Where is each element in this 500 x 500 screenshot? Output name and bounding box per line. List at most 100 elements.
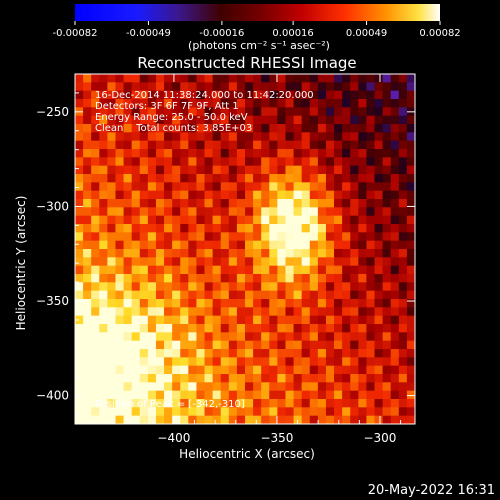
heatmap-cell (406, 340, 415, 350)
heatmap-cell (236, 107, 246, 117)
heatmap-cell (269, 240, 278, 250)
heatmap-cell (236, 290, 246, 300)
heatmap-cell (245, 215, 254, 225)
heatmap-cell (204, 115, 214, 125)
heatmap-cell (75, 132, 84, 142)
heatmap-cell (245, 282, 254, 292)
heatmap-cell (131, 99, 141, 108)
heatmap-cell (107, 74, 117, 83)
heatmap-cell (285, 407, 295, 417)
heatmap-cell (269, 315, 278, 325)
heatmap-cell (277, 190, 287, 200)
heatmap-cell (293, 274, 303, 283)
heatmap-cell (204, 299, 214, 308)
heatmap-cell (99, 274, 108, 283)
heatmap-cell (285, 182, 295, 192)
heatmap-cell (325, 324, 335, 333)
heatmap-cell (131, 132, 141, 142)
heatmap-cell (277, 107, 287, 117)
heatmap-cell (342, 407, 351, 417)
heatmap-cell (155, 390, 165, 400)
heatmap-cell (204, 390, 214, 400)
heatmap-cell (269, 324, 278, 333)
heatmap-cell (309, 407, 319, 417)
heatmap-cell (91, 132, 100, 142)
heatmap-cell (107, 107, 117, 117)
heatmap-cell (123, 107, 133, 117)
heatmap-cell (253, 349, 262, 358)
heatmap-cell (172, 190, 181, 200)
x-axis-label: Heliocentric X (arcsec) (179, 447, 315, 461)
heatmap-cell (398, 249, 408, 258)
heatmap-cell (75, 190, 84, 200)
heatmap-cell (172, 215, 181, 225)
heatmap-cell (123, 124, 133, 133)
heatmap-cell (374, 115, 384, 125)
heatmap-cell (285, 340, 295, 350)
heatmap-cell (164, 399, 173, 408)
heatmap-cell (285, 249, 295, 258)
heatmap-cell (374, 415, 384, 424)
heatmap-cell (406, 190, 415, 200)
heatmap-cell (107, 232, 117, 242)
heatmap-cell (91, 190, 100, 200)
heatmap-cell (180, 399, 189, 408)
heatmap-cell (83, 199, 92, 208)
heatmap-cell (334, 340, 343, 350)
heatmap-cell (285, 349, 295, 358)
heatmap-cell (301, 182, 311, 192)
heatmap-cell (390, 224, 400, 233)
heatmap-cell (342, 157, 351, 167)
heatmap-cell (212, 199, 222, 208)
heatmap-cell (366, 190, 376, 200)
heatmap-cell (172, 365, 181, 375)
heatmap-cell (204, 174, 214, 183)
heatmap-cell (220, 374, 230, 383)
heatmap-cell (358, 399, 368, 408)
heatmap-cell (155, 357, 165, 367)
heatmap-cell (180, 82, 189, 92)
heatmap-cell (107, 190, 117, 200)
heatmap-cell (277, 74, 287, 83)
heatmap-cell (155, 265, 165, 275)
y-axis-label: Heliocentric Y (arcsec) (14, 196, 28, 331)
heatmap-cell (155, 207, 165, 217)
heatmap-cell (115, 157, 125, 167)
heatmap-cell (277, 215, 287, 225)
heatmap-cell (99, 340, 108, 350)
heatmap-cell (366, 207, 376, 217)
heatmap-cell (406, 99, 415, 108)
heatmap-cell (75, 140, 84, 150)
heatmap-cell (269, 382, 278, 392)
heatmap-cell (220, 240, 230, 250)
heatmap-cell (75, 399, 84, 408)
heatmap-cell (309, 90, 319, 100)
heatmap-cell (301, 90, 311, 100)
heatmap-cell (180, 140, 189, 150)
heatmap-cell (342, 74, 351, 83)
heatmap-cell (83, 340, 92, 350)
heatmap-cell (366, 332, 376, 342)
heatmap-cell (245, 149, 254, 158)
heatmap-cell (245, 74, 254, 83)
heatmap-cell (172, 82, 181, 92)
heatmap-cell (293, 265, 303, 275)
heatmap-cell (285, 74, 295, 83)
heatmap-cell (172, 199, 181, 208)
heatmap-cell (91, 249, 100, 258)
heatmap-cell (99, 382, 108, 392)
heatmap-cell (180, 274, 189, 283)
heatmap-cell (115, 332, 125, 342)
heatmap-cell (83, 165, 92, 175)
heatmap-cell (91, 390, 100, 400)
heatmap-cell (334, 232, 343, 242)
heatmap-cell (131, 165, 141, 175)
heatmap-cell (309, 165, 319, 175)
heatmap-cell (164, 349, 173, 358)
heatmap-cell (374, 74, 384, 83)
heatmap-cell (406, 257, 415, 267)
heatmap-cell (358, 390, 368, 400)
heatmap-cell (382, 165, 392, 175)
heatmap-cell (212, 132, 222, 142)
heatmap-cell (75, 124, 84, 133)
